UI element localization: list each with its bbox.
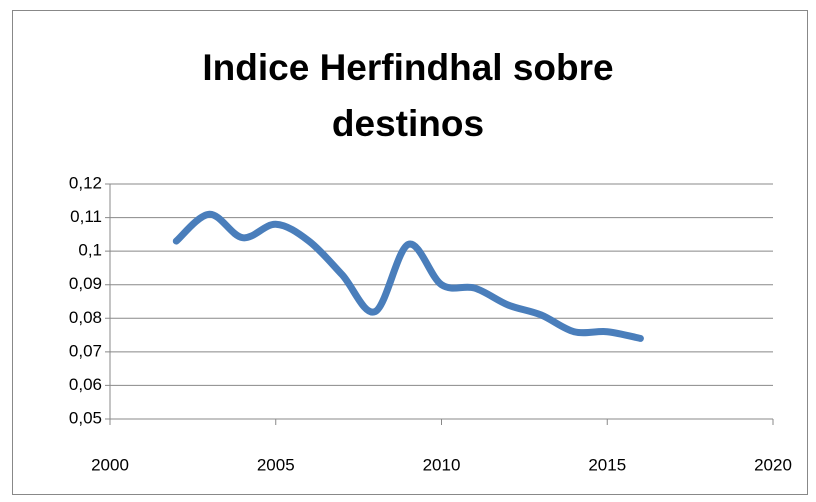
y-tick-label: 0,05 (69, 408, 102, 427)
data-line (172, 210, 644, 342)
y-tick-label: 0,06 (69, 375, 102, 394)
chart-title: Indice Herfindhal sobre destinos (202, 47, 614, 144)
chart-frame (12, 10, 808, 495)
x-tick-label: 2020 (754, 455, 792, 474)
y-tick-label: 0,08 (69, 308, 102, 327)
x-tick-label: 2015 (588, 455, 626, 474)
y-tick-label: 0,1 (78, 241, 102, 260)
y-tick-label: 0,12 (69, 173, 102, 192)
x-tick-label: 2000 (91, 455, 129, 474)
x-tick-label: 2010 (423, 455, 461, 474)
y-tick-label: 0,11 (70, 207, 102, 226)
y-tick-label: 0,09 (69, 274, 102, 293)
y-tick-label: 0,07 (69, 341, 102, 360)
x-tick-label: 2005 (257, 455, 295, 474)
